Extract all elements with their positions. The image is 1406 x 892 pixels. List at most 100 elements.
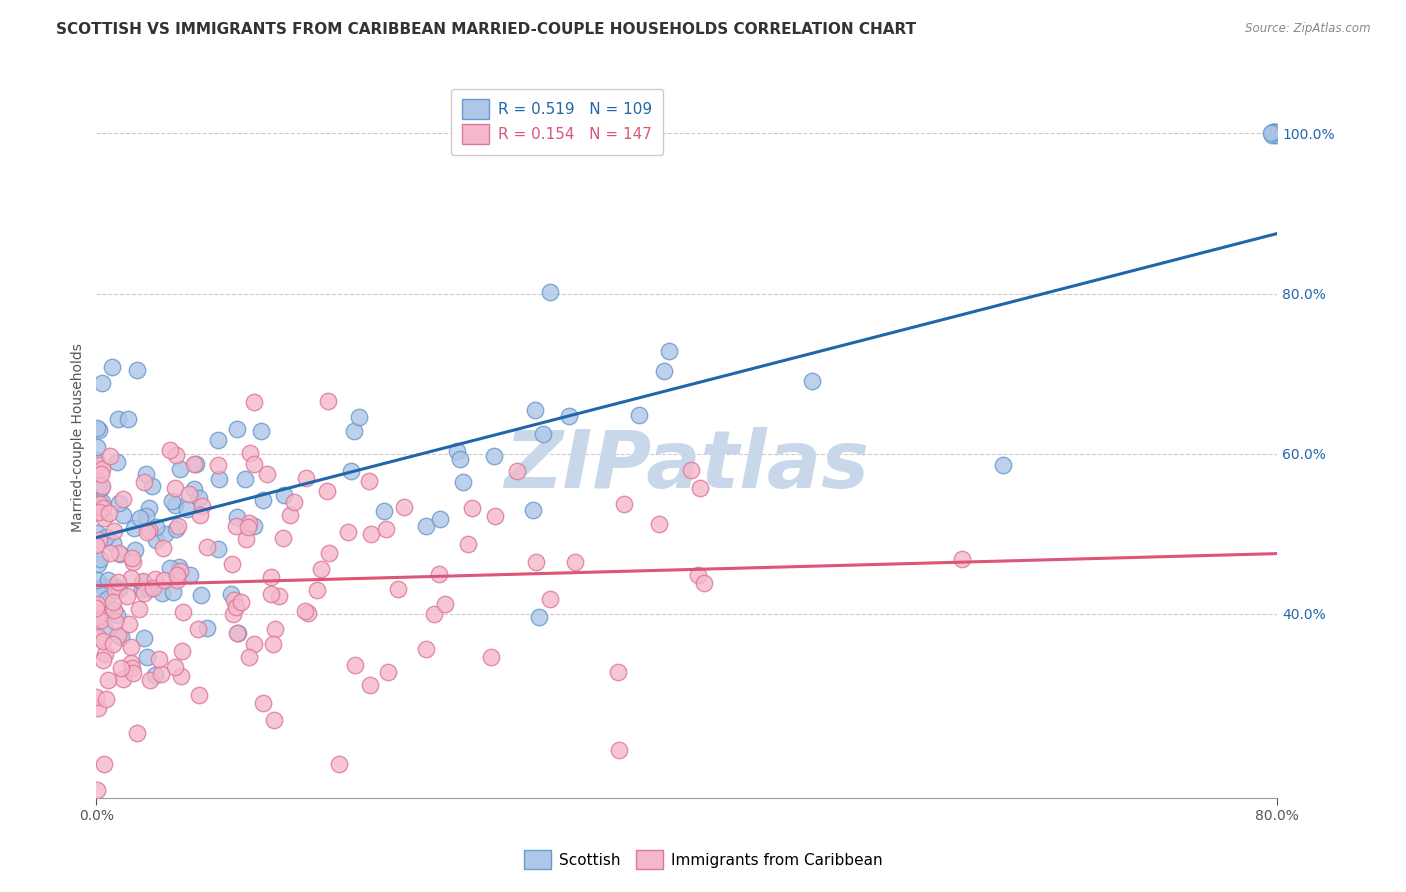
Point	[121, 550, 143, 565]
Point	[239, 445, 262, 459]
Point	[103, 524, 125, 538]
Point	[169, 564, 191, 578]
Point	[360, 527, 382, 541]
Point	[219, 587, 242, 601]
Point	[318, 546, 340, 560]
Point	[159, 561, 181, 575]
Point	[188, 491, 211, 505]
Point	[131, 575, 153, 590]
Point	[159, 443, 181, 458]
Point	[207, 541, 229, 556]
Point	[222, 607, 245, 621]
Point	[188, 508, 211, 523]
Point	[256, 467, 278, 482]
Point	[165, 448, 187, 462]
Point	[252, 696, 274, 710]
Point	[101, 595, 124, 609]
Point	[148, 652, 170, 666]
Point	[107, 608, 129, 623]
Point	[141, 479, 163, 493]
Point	[506, 464, 529, 478]
Point	[252, 493, 274, 508]
Point	[950, 552, 973, 566]
Point	[91, 495, 114, 509]
Point	[294, 604, 316, 618]
Point	[260, 569, 283, 583]
Point	[479, 650, 502, 665]
Point	[654, 364, 676, 378]
Point	[145, 519, 167, 533]
Point	[90, 376, 112, 390]
Point	[387, 582, 409, 596]
Point	[107, 496, 129, 510]
Point	[613, 497, 636, 511]
Point	[1271, 127, 1294, 141]
Point	[1272, 124, 1295, 138]
Point	[86, 597, 108, 611]
Point	[208, 472, 231, 486]
Point	[117, 412, 139, 426]
Point	[86, 440, 108, 454]
Point	[357, 475, 380, 489]
Point	[195, 541, 218, 555]
Point	[150, 667, 173, 681]
Point	[121, 661, 143, 675]
Point	[679, 463, 702, 477]
Point	[86, 782, 108, 797]
Point	[107, 545, 129, 559]
Point	[121, 571, 143, 585]
Point	[97, 506, 120, 520]
Point	[392, 500, 415, 515]
Point	[107, 628, 129, 642]
Point	[87, 630, 110, 644]
Point	[91, 634, 114, 648]
Point	[415, 519, 437, 533]
Point	[658, 344, 681, 359]
Point	[87, 608, 110, 623]
Point	[429, 512, 451, 526]
Point	[155, 527, 177, 541]
Point	[1264, 125, 1286, 139]
Point	[225, 422, 247, 436]
Point	[162, 585, 184, 599]
Point	[328, 757, 350, 772]
Point	[243, 457, 266, 471]
Point	[607, 665, 630, 680]
Point	[94, 622, 117, 636]
Point	[129, 510, 152, 524]
Point	[93, 653, 115, 667]
Point	[87, 701, 110, 715]
Point	[166, 574, 188, 588]
Point	[91, 579, 114, 593]
Point	[377, 665, 399, 680]
Point	[1264, 128, 1286, 142]
Point	[564, 555, 586, 569]
Point	[238, 516, 260, 531]
Point	[250, 424, 273, 438]
Point	[107, 411, 129, 425]
Point	[460, 500, 482, 515]
Point	[187, 689, 209, 703]
Point	[160, 493, 183, 508]
Point	[484, 508, 506, 523]
Point	[132, 586, 155, 600]
Point	[260, 586, 283, 600]
Point	[316, 393, 339, 408]
Point	[97, 673, 120, 688]
Point	[94, 691, 117, 706]
Point	[278, 508, 301, 522]
Point	[96, 574, 118, 588]
Point	[190, 588, 212, 602]
Point	[1271, 127, 1294, 141]
Point	[1267, 125, 1289, 139]
Point	[112, 508, 135, 522]
Point	[225, 600, 247, 615]
Point	[359, 678, 381, 692]
Point	[191, 499, 214, 513]
Point	[169, 668, 191, 682]
Point	[135, 649, 157, 664]
Legend: R = 0.519   N = 109, R = 0.154   N = 147: R = 0.519 N = 109, R = 0.154 N = 147	[451, 88, 664, 154]
Point	[143, 668, 166, 682]
Point	[207, 434, 229, 448]
Point	[132, 574, 155, 588]
